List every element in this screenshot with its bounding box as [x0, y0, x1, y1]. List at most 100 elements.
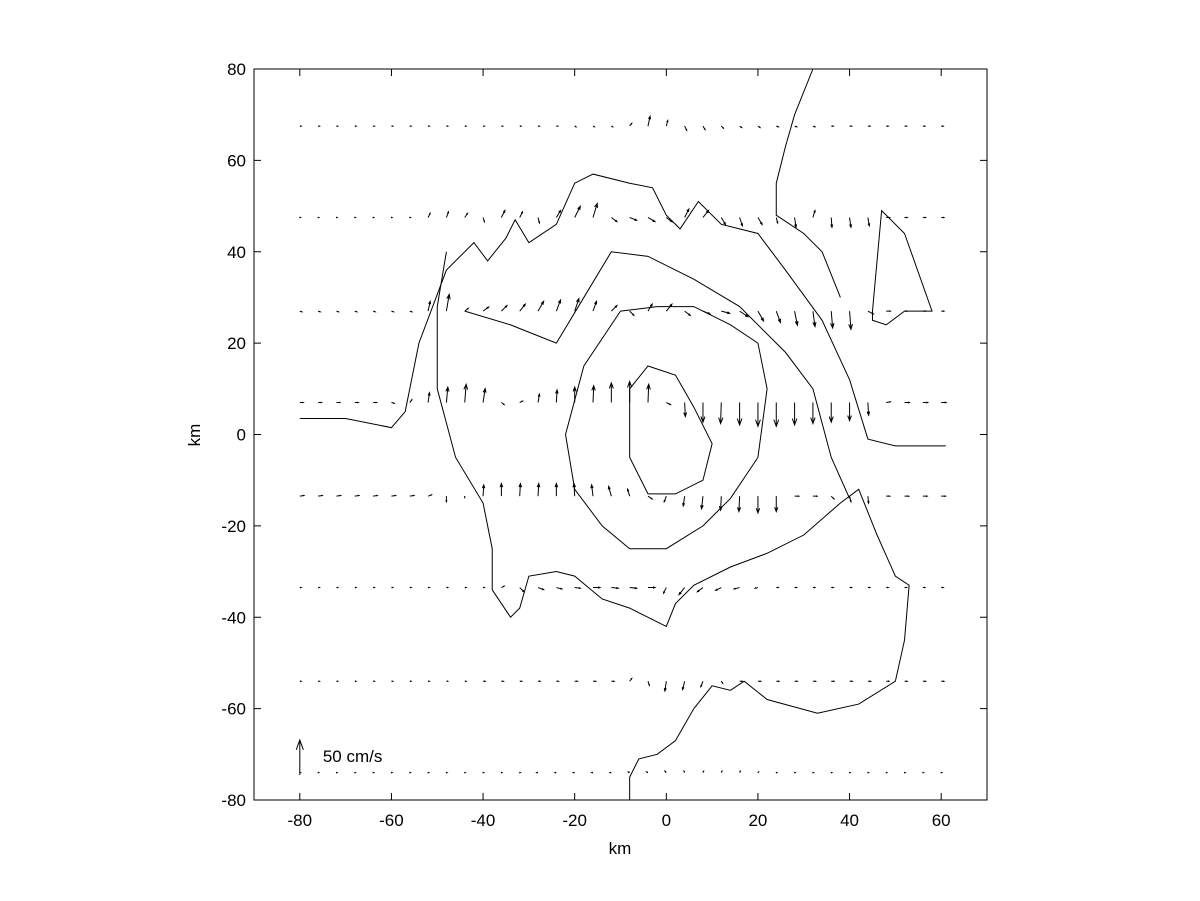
- velocity-arrow: [318, 401, 324, 404]
- velocity-arrow: [678, 587, 686, 596]
- velocity-arrow: [739, 680, 744, 683]
- velocity-arrow: [922, 771, 926, 774]
- velocity-arrow: [335, 216, 339, 219]
- x-tick-label: -80: [288, 811, 313, 830]
- velocity-arrow: [318, 586, 321, 589]
- velocity-arrow: [702, 209, 710, 218]
- velocity-arrow: [886, 216, 892, 219]
- velocity-arrow: [830, 217, 834, 229]
- velocity-arrow: [373, 586, 376, 589]
- velocity-arrow: [629, 310, 635, 317]
- velocity-arrow: [663, 770, 667, 773]
- velocity-arrow: [556, 680, 560, 683]
- velocity-arrow: [720, 769, 723, 773]
- y-tick-label: 80: [227, 60, 246, 79]
- velocity-arrow: [446, 680, 450, 683]
- velocity-arrow: [336, 125, 340, 127]
- velocity-arrow: [427, 391, 431, 403]
- velocity-arrow: [629, 677, 633, 682]
- velocity-arrow: [336, 680, 340, 683]
- velocity-arrow: [299, 586, 303, 589]
- velocity-arrow: [464, 307, 470, 312]
- velocity-arrow: [535, 771, 539, 774]
- velocity-arrow: [666, 402, 672, 406]
- velocity-arrow: [847, 402, 852, 423]
- velocity-arrow: [336, 310, 340, 313]
- velocity-arrow: [922, 495, 929, 498]
- y-tick-label: -60: [221, 700, 246, 719]
- velocity-arrow: [757, 125, 762, 129]
- velocity-arrow: [446, 125, 450, 127]
- velocity-arrow: [867, 771, 871, 774]
- velocity-arrow: [886, 125, 890, 127]
- velocity-arrow: [922, 310, 928, 313]
- velocity-arrow: [714, 587, 722, 592]
- velocity-arrow: [867, 586, 872, 589]
- key-label: 50 cm/s: [323, 747, 383, 766]
- velocity-arrow: [866, 402, 871, 417]
- velocity-arrow: [500, 209, 506, 218]
- velocity-arrow: [941, 586, 945, 589]
- velocity-arrow: [737, 496, 742, 514]
- velocity-arrow: [757, 310, 765, 323]
- velocity-arrow: [721, 310, 732, 315]
- velocity-arrow: [317, 216, 321, 219]
- contour-line: [464, 251, 851, 499]
- velocity-arrow: [794, 217, 798, 229]
- contour-line: [775, 68, 841, 298]
- velocity-arrow: [608, 381, 614, 403]
- velocity-arrow: [607, 484, 612, 497]
- velocity-arrow: [428, 586, 431, 589]
- velocity-arrow: [682, 496, 686, 508]
- velocity-arrow: [647, 217, 657, 223]
- velocity-arrow: [427, 299, 432, 312]
- velocity-arrow: [354, 310, 359, 313]
- velocity-arrow: [739, 217, 743, 228]
- velocity-arrow: [318, 680, 321, 683]
- velocity-arrow: [445, 210, 450, 218]
- velocity-arrow: [885, 771, 889, 774]
- velocity-arrow: [646, 382, 651, 403]
- velocity-arrow: [519, 125, 523, 127]
- velocity-arrow: [409, 398, 413, 403]
- velocity-arrow: [299, 310, 304, 313]
- velocity-arrow: [538, 125, 541, 127]
- velocity-arrow: [753, 587, 759, 589]
- velocity-arrow: [684, 310, 692, 317]
- velocity-arrow: [941, 125, 945, 127]
- velocity-arrow: [409, 680, 413, 683]
- velocity-arrow: [391, 125, 395, 127]
- velocity-arrow: [812, 771, 816, 774]
- velocity-arrow: [519, 771, 522, 774]
- velocity-arrow: [464, 771, 467, 774]
- velocity-arrow: [831, 586, 835, 589]
- velocity-arrow: [445, 771, 449, 774]
- velocity-arrow: [941, 680, 946, 683]
- velocity-arrow: [775, 771, 779, 774]
- velocity-arrow: [409, 494, 416, 497]
- velocity-arrow: [702, 769, 705, 773]
- velocity-arrow: [372, 216, 376, 219]
- velocity-arrow: [629, 586, 639, 590]
- velocity-arrow: [519, 400, 524, 403]
- velocity-arrow: [904, 495, 911, 498]
- velocity-arrow: [626, 771, 630, 774]
- velocity-arrow: [574, 680, 579, 683]
- velocity-arrow: [849, 496, 852, 504]
- velocity-arrow: [647, 114, 651, 127]
- velocity-arrow: [501, 304, 509, 312]
- velocity-arrow: [555, 298, 562, 312]
- velocity-arrow: [318, 125, 321, 127]
- x-tick-label: 40: [840, 811, 859, 830]
- velocity-arrow: [372, 771, 376, 774]
- velocity-arrow: [776, 125, 780, 128]
- velocity-arrow: [390, 216, 394, 219]
- velocity-arrow: [481, 483, 486, 497]
- velocity-arrow: [554, 482, 559, 497]
- velocity-arrow: [555, 209, 562, 218]
- velocity-arrow: [483, 586, 486, 589]
- velocity-arrow: [720, 680, 724, 685]
- velocity-arrow: [720, 125, 725, 130]
- velocity-arrow: [810, 402, 816, 425]
- velocity-arrow: [427, 771, 431, 774]
